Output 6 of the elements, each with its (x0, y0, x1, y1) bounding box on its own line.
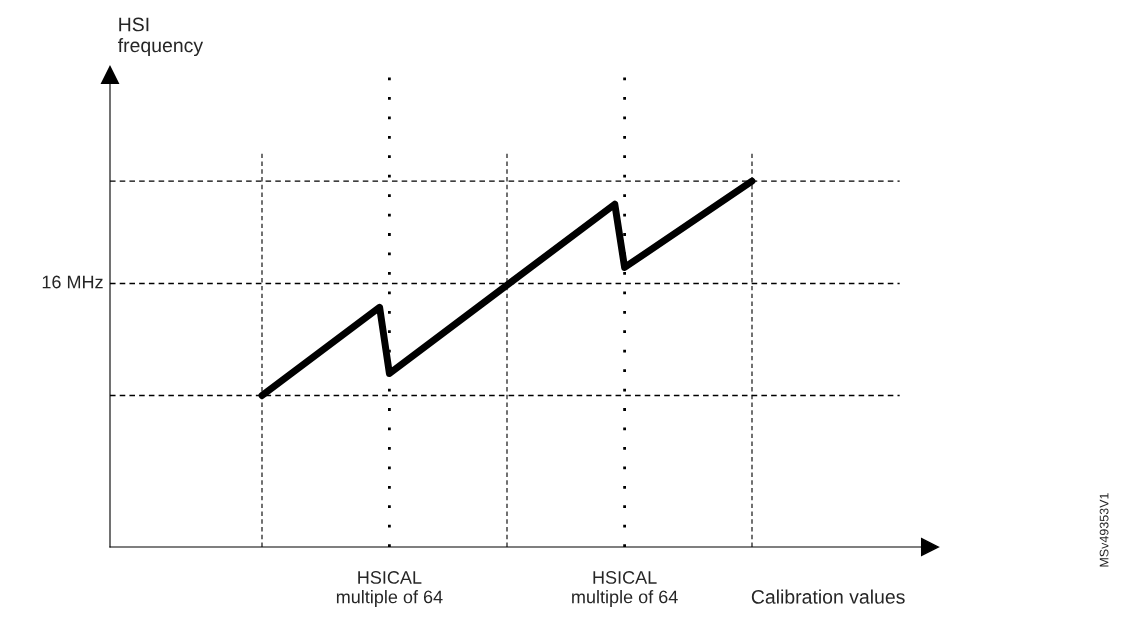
ref-line-label: 16 MHz (42, 275, 103, 289)
text: MSv49353V1 (1099, 493, 1109, 567)
text: HSI frequency (117, 17, 204, 57)
text: HSICAL multiple of 64 (572, 571, 678, 607)
x-axis-title: Calibration values (751, 589, 905, 604)
text: HSICAL multiple of 64 (336, 571, 443, 607)
